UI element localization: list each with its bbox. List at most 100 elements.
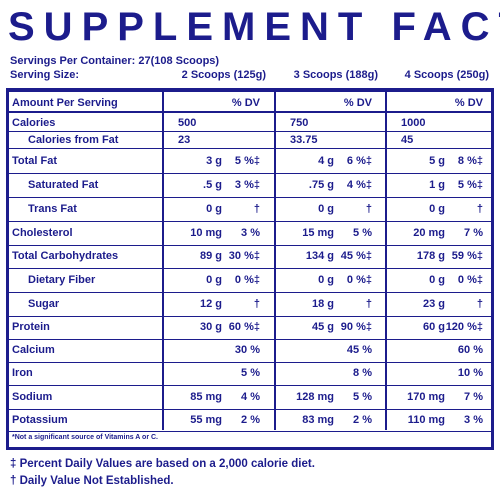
column-rule — [162, 92, 164, 430]
amount: 45 g — [311, 321, 334, 333]
row-rule — [9, 131, 491, 132]
amount: 15 mg — [302, 227, 334, 239]
daily-value: 5 %‡ — [457, 179, 483, 191]
servings-per-container: Servings Per Container: 27(108 Scoops) — [10, 55, 220, 67]
amount: 55 mg — [190, 414, 222, 426]
bottom-rule — [6, 447, 494, 450]
row-label: Calories from Fat — [28, 133, 119, 146]
row-label: Potassium — [12, 414, 68, 426]
amount: 0 g — [429, 274, 445, 286]
daily-value: 7 % — [464, 391, 483, 403]
amount: 0 g — [206, 203, 222, 215]
daily-value: 8 %‡ — [457, 155, 483, 167]
amount: 170 mg — [407, 391, 445, 403]
daily-value: 45 %‡ — [340, 250, 372, 262]
top-rule — [6, 88, 494, 92]
row-rule — [9, 409, 491, 410]
daily-value: 60 % — [457, 344, 483, 356]
row-label: Total Fat — [12, 155, 58, 167]
row-label: Saturated Fat — [28, 179, 99, 191]
row-label: Calories — [12, 116, 56, 129]
column-rule — [385, 92, 387, 430]
amount: 1 g — [429, 179, 445, 191]
amount: 23 g — [422, 298, 445, 310]
amount: 178 g — [416, 250, 445, 262]
daily-value: 5 %‡ — [234, 155, 260, 167]
amount: 45 — [401, 133, 414, 146]
title: SUPPLEMENT FACTS — [8, 5, 500, 49]
daily-value: 5 % — [241, 367, 260, 379]
right-rule — [491, 88, 494, 450]
daily-value: 2 % — [241, 414, 260, 426]
daily-value: 4 %‡ — [346, 179, 372, 191]
row-label: Sodium — [12, 391, 53, 403]
daily-value: 0 %‡ — [346, 274, 372, 286]
amount: 60 g — [422, 321, 445, 333]
amount: 12 g — [199, 298, 222, 310]
daily-value: † — [253, 203, 260, 215]
daily-value: 10 % — [457, 367, 483, 379]
row-label: Sugar — [28, 298, 60, 310]
dv-header: % DV — [454, 97, 483, 109]
row-rule — [9, 197, 491, 198]
amount: 30 g — [199, 321, 222, 333]
amount: 500 — [178, 116, 197, 129]
amount: 0 g — [318, 274, 334, 286]
footnote: ‡ Percent Daily Values are based on a 2,… — [10, 458, 315, 470]
daily-value: † — [476, 203, 483, 215]
amount: 750 — [290, 116, 309, 129]
daily-value: 30 %‡ — [228, 250, 260, 262]
column-rule — [274, 92, 276, 430]
amount: 110 mg — [407, 414, 445, 426]
row-rule — [9, 339, 491, 340]
row-rule — [9, 173, 491, 174]
amount: 20 mg — [413, 227, 445, 239]
row-rule — [9, 245, 491, 246]
amount: 4 g — [318, 155, 334, 167]
row-label: Total Carbohydrates — [12, 250, 119, 262]
daily-value: 3 % — [464, 414, 483, 426]
row-label: Calcium — [12, 344, 55, 356]
amount: 0 g — [206, 274, 222, 286]
amount: 33.75 — [290, 133, 318, 146]
amount: 83 mg — [302, 414, 334, 426]
serving-size-label: Serving Size: — [10, 69, 80, 81]
daily-value: 7 % — [464, 227, 483, 239]
serving-size: 3 Scoops (188g) — [293, 69, 378, 81]
row-label: Protein — [12, 321, 50, 333]
serving-size: 4 Scoops (250g) — [404, 69, 489, 81]
daily-value: 0 %‡ — [234, 274, 260, 286]
row-rule — [9, 221, 491, 222]
daily-value: 59 %‡ — [451, 250, 483, 262]
amount: 0 g — [429, 203, 445, 215]
daily-value: † — [476, 298, 483, 310]
row-label: Dietary Fiber — [28, 274, 96, 286]
row-rule — [9, 148, 491, 149]
amount: 3 g — [206, 155, 222, 167]
row-rule — [9, 385, 491, 386]
amount: 10 mg — [190, 227, 222, 239]
amount: 18 g — [311, 298, 334, 310]
daily-value: 30 % — [234, 344, 260, 356]
amount: 23 — [178, 133, 191, 146]
daily-value: 60 %‡ — [228, 321, 260, 333]
daily-value: † — [253, 298, 260, 310]
row-rule — [9, 316, 491, 317]
daily-value: 90 %‡ — [340, 321, 372, 333]
row-rule — [9, 362, 491, 363]
daily-value: 4 % — [241, 391, 260, 403]
amount: 5 g — [429, 155, 445, 167]
row-label: Iron — [12, 367, 33, 379]
amount-header: Amount Per Serving — [12, 97, 118, 109]
row-rule — [9, 292, 491, 293]
amount: .5 g — [203, 179, 222, 191]
amount: 85 mg — [190, 391, 222, 403]
daily-value: 45 % — [346, 344, 372, 356]
daily-value: 120 %‡ — [445, 321, 483, 333]
daily-value: 5 % — [353, 391, 372, 403]
daily-value: 2 % — [353, 414, 372, 426]
row-label: Trans Fat — [28, 203, 77, 215]
daily-value: 3 % — [241, 227, 260, 239]
daily-value: 0 %‡ — [457, 274, 483, 286]
